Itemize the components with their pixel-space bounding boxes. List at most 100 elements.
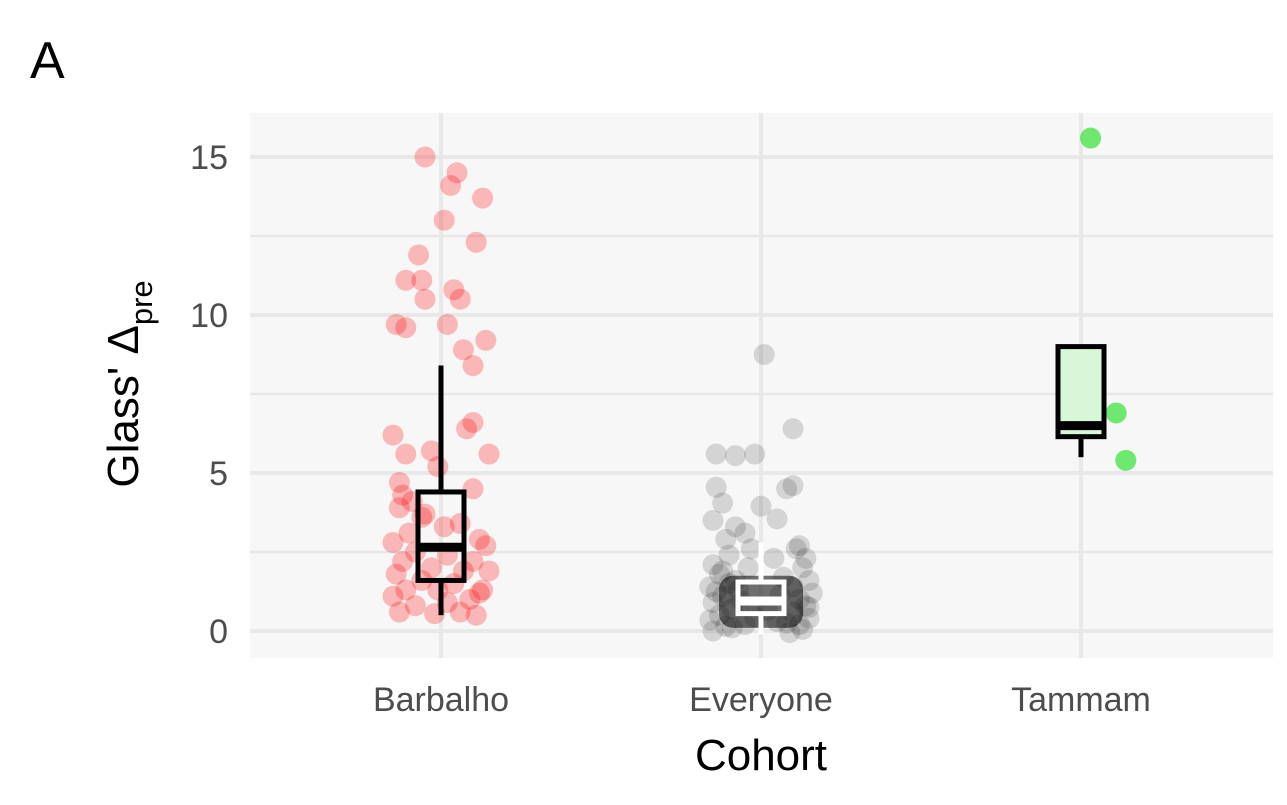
y-axis-title-main: Glass' Δ bbox=[99, 325, 148, 488]
data-point-everyone bbox=[712, 560, 734, 582]
data-point-barbalho bbox=[456, 418, 478, 440]
data-point-barbalho bbox=[414, 288, 436, 310]
data-point-barbalho bbox=[478, 560, 500, 582]
data-point-barbalho bbox=[459, 588, 481, 610]
data-point-barbalho bbox=[395, 269, 417, 291]
data-point-barbalho bbox=[427, 456, 449, 478]
boxplots bbox=[415, 344, 1107, 635]
data-point-barbalho bbox=[446, 162, 468, 184]
box-iqr bbox=[415, 489, 467, 583]
data-point-barbalho bbox=[392, 550, 414, 572]
data-point-everyone bbox=[715, 528, 737, 550]
data-point-barbalho bbox=[465, 231, 487, 253]
data-point-everyone bbox=[785, 538, 807, 560]
data-point-barbalho bbox=[411, 269, 433, 291]
data-point-everyone bbox=[798, 596, 820, 618]
data-point-everyone bbox=[705, 443, 727, 465]
panel-label: A bbox=[30, 32, 65, 90]
data-point-barbalho bbox=[398, 522, 420, 544]
data-point-everyone bbox=[702, 620, 724, 642]
data-point-barbalho bbox=[449, 288, 471, 310]
data-point-barbalho bbox=[443, 279, 465, 301]
data-point-barbalho bbox=[475, 535, 497, 557]
data-point-everyone bbox=[712, 492, 734, 514]
data-point-tammam bbox=[1105, 402, 1127, 424]
boxplot-tammam bbox=[1055, 344, 1107, 458]
data-point-barbalho bbox=[433, 209, 455, 231]
data-point-everyone bbox=[776, 478, 798, 500]
y-tick-label: 5 bbox=[209, 455, 228, 493]
data-point-barbalho bbox=[462, 411, 484, 433]
data-point-everyone bbox=[740, 538, 762, 560]
y-tick-labels: 0 5 10 15 bbox=[190, 139, 228, 651]
data-point-barbalho bbox=[478, 443, 500, 465]
y-tick-label: 15 bbox=[190, 139, 228, 177]
data-point-barbalho bbox=[449, 601, 471, 623]
data-point-tammam bbox=[1080, 127, 1102, 149]
x-tick-labels: Barbalho Everyone Tammam bbox=[373, 681, 1151, 719]
data-point-barbalho bbox=[465, 604, 487, 626]
data-point-barbalho bbox=[468, 528, 490, 550]
data-point-barbalho bbox=[472, 579, 494, 601]
data-point-barbalho bbox=[392, 484, 414, 506]
data-point-everyone bbox=[782, 418, 804, 440]
data-point-everyone bbox=[763, 547, 785, 569]
data-point-everyone bbox=[801, 582, 823, 604]
data-point-everyone bbox=[724, 445, 746, 467]
data-point-barbalho bbox=[385, 313, 407, 335]
data-point-everyone bbox=[795, 547, 817, 569]
data-point-barbalho bbox=[388, 471, 410, 493]
data-point-everyone bbox=[788, 535, 810, 557]
data-point-everyone bbox=[699, 576, 721, 598]
data-point-tammam bbox=[1115, 449, 1137, 471]
data-point-barbalho bbox=[433, 516, 455, 538]
data-point-barbalho bbox=[382, 585, 404, 607]
data-point-barbalho bbox=[472, 187, 494, 209]
data-point-everyone bbox=[724, 516, 746, 538]
data-point-everyone bbox=[782, 475, 804, 497]
x-tick-label-everyone: Everyone bbox=[689, 681, 833, 719]
data-point-barbalho bbox=[420, 557, 442, 579]
data-point-barbalho bbox=[404, 595, 426, 617]
y-axis-title-subscript: pre bbox=[124, 280, 159, 325]
data-point-everyone bbox=[753, 344, 775, 365]
data-point-barbalho bbox=[408, 244, 430, 266]
data-point-barbalho bbox=[462, 550, 484, 572]
data-point-everyone bbox=[702, 592, 724, 614]
data-point-barbalho bbox=[462, 478, 484, 500]
data-point-barbalho bbox=[414, 146, 436, 168]
data-point-everyone bbox=[705, 476, 727, 498]
data-point-everyone bbox=[750, 495, 772, 517]
data-point-barbalho bbox=[420, 440, 442, 462]
data-point-everyone bbox=[718, 544, 740, 566]
x-axis-title: Cohort bbox=[695, 731, 827, 780]
y-tick-label: 10 bbox=[190, 297, 228, 335]
data-point-everyone bbox=[702, 509, 724, 531]
data-point-everyone bbox=[744, 443, 766, 465]
data-point-barbalho bbox=[388, 497, 410, 519]
data-point-barbalho bbox=[395, 579, 417, 601]
data-point-everyone bbox=[766, 508, 788, 530]
data-point-barbalho bbox=[436, 313, 458, 335]
data-point-barbalho bbox=[452, 339, 474, 361]
y-tick-label: 0 bbox=[209, 613, 228, 651]
data-point-everyone bbox=[699, 609, 721, 631]
y-axis-title: Glass' Δpre bbox=[99, 280, 159, 487]
data-point-everyone bbox=[737, 557, 759, 579]
data-point-barbalho bbox=[385, 563, 407, 585]
data-point-everyone bbox=[702, 554, 724, 576]
data-point-barbalho bbox=[382, 424, 404, 446]
data-point-everyone bbox=[798, 569, 820, 591]
data-point-barbalho bbox=[395, 317, 417, 339]
boxplot-everyone bbox=[735, 542, 787, 635]
data-point-barbalho bbox=[475, 329, 497, 351]
data-point-barbalho bbox=[462, 355, 484, 377]
data-point-barbalho bbox=[468, 582, 490, 604]
data-point-barbalho bbox=[440, 174, 462, 196]
data-point-barbalho bbox=[382, 532, 404, 554]
x-tick-label-tammam: Tammam bbox=[1011, 681, 1151, 719]
boxplot-barbalho bbox=[415, 365, 467, 616]
data-point-everyone bbox=[792, 557, 814, 579]
data-point-barbalho bbox=[388, 601, 410, 623]
